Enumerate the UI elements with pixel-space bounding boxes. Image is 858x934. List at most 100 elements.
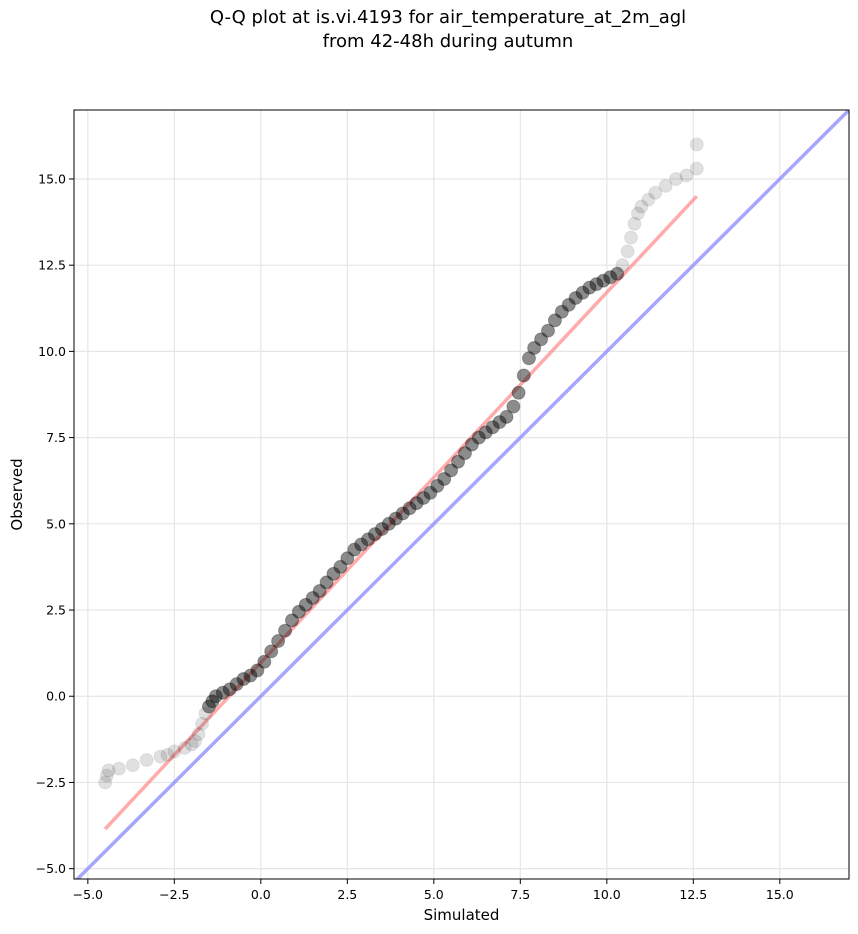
data-point <box>319 575 334 590</box>
data-point <box>153 749 168 764</box>
data-point <box>511 385 526 400</box>
data-point <box>582 280 597 295</box>
data-point <box>437 471 452 486</box>
data-point <box>167 744 182 759</box>
data-point <box>471 430 486 445</box>
data-point <box>257 654 272 669</box>
data-point <box>278 623 293 638</box>
y-axis-label: Observed <box>8 458 26 530</box>
data-point <box>188 734 203 749</box>
data-point <box>603 270 618 285</box>
data-point <box>250 663 265 678</box>
data-point <box>658 178 673 193</box>
data-point <box>298 597 313 612</box>
x-tick-label: 2.5 <box>337 887 357 902</box>
data-point <box>689 137 704 152</box>
data-point <box>354 537 369 552</box>
x-tick-label: 10.0 <box>593 887 621 902</box>
data-point <box>589 277 604 292</box>
data-point <box>139 753 154 768</box>
data-point <box>125 758 140 773</box>
data-point <box>388 511 403 526</box>
data-point <box>381 516 396 531</box>
data-point <box>98 775 113 790</box>
data-point <box>271 634 286 649</box>
reference-lines <box>74 110 849 879</box>
data-point <box>395 506 410 521</box>
data-point <box>596 273 611 288</box>
data-point <box>229 677 244 692</box>
data-point <box>222 682 237 697</box>
data-point <box>312 584 327 599</box>
data-point <box>506 399 521 414</box>
data-point <box>184 737 199 752</box>
ticks: −5.0 −2.5 0.0 2.5 5.0 7.5 10.0 12.5 15.0 −5.0 −2.5… <box>36 171 794 902</box>
data-point <box>615 258 630 273</box>
data-point <box>641 192 656 207</box>
data-point <box>198 706 213 721</box>
y-tick-label: 0.0 <box>46 689 66 704</box>
data-point <box>236 671 251 686</box>
y-tick-label: −5.0 <box>36 861 66 876</box>
y-tick-label: 5.0 <box>46 516 66 531</box>
data-point <box>547 313 562 328</box>
data-point <box>361 532 376 547</box>
data-point <box>689 161 704 176</box>
data-point <box>101 763 116 778</box>
x-tick-label: 5.0 <box>424 887 444 902</box>
data-point <box>430 478 445 493</box>
data-point <box>527 340 542 355</box>
data-point <box>111 761 126 776</box>
data-point <box>99 768 114 783</box>
data-point <box>492 415 507 430</box>
data-point <box>423 485 438 500</box>
data-point <box>160 747 175 762</box>
data-point <box>630 206 645 221</box>
data-point <box>195 716 210 731</box>
axes-frame <box>73 109 850 880</box>
data-point <box>374 521 389 536</box>
data-point <box>648 185 663 200</box>
data-point <box>333 559 348 574</box>
data-point <box>457 446 472 461</box>
y-tick-label: 7.5 <box>46 430 66 445</box>
data-point <box>191 727 206 742</box>
data-point <box>264 644 279 659</box>
chart-subtitle: from 42-48h during autumn <box>322 31 574 52</box>
x-tick-label: 15.0 <box>766 887 794 902</box>
data-point <box>177 740 192 755</box>
data-point <box>516 368 531 383</box>
data-point <box>201 699 216 714</box>
x-axis-label: Simulated <box>424 906 500 924</box>
x-tick-label: −5.0 <box>73 887 103 902</box>
y-tick-label: 2.5 <box>46 603 66 618</box>
data-point <box>575 285 590 300</box>
data-point <box>409 496 424 511</box>
data-point <box>464 437 479 452</box>
data-point <box>499 409 514 424</box>
data-point <box>326 566 341 581</box>
data-point <box>291 604 306 619</box>
data-point <box>610 266 625 281</box>
data-point <box>402 501 417 516</box>
data-point <box>451 454 466 469</box>
data-point <box>634 199 649 214</box>
data-point <box>284 613 299 628</box>
data-point <box>340 551 355 566</box>
fit-line <box>103 195 699 831</box>
data-point <box>444 463 459 478</box>
x-tick-label: 12.5 <box>679 887 707 902</box>
data-point <box>205 694 220 709</box>
data-point <box>534 332 549 347</box>
identity-line <box>74 110 849 879</box>
data-point <box>485 420 500 435</box>
x-tick-label: 0.0 <box>251 887 271 902</box>
data-point <box>540 323 555 338</box>
data-point <box>669 171 684 186</box>
data-point <box>305 590 320 605</box>
x-tick-label: 7.5 <box>510 887 530 902</box>
data-point <box>561 297 576 312</box>
y-tick-label: 15.0 <box>38 171 66 186</box>
x-tick-label: −2.5 <box>159 887 189 902</box>
data-point <box>521 351 536 366</box>
